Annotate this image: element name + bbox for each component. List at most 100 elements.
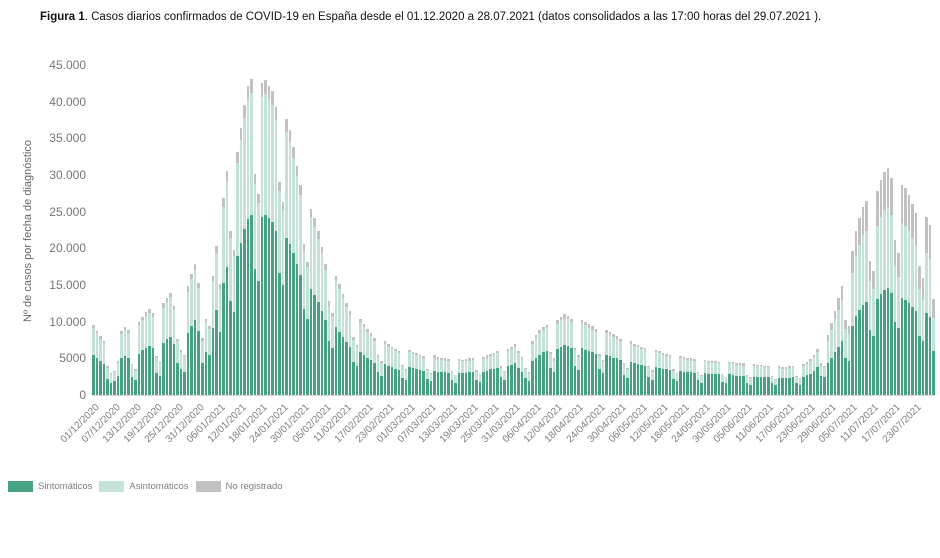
- bar-segment-no-registrado: [510, 346, 513, 349]
- bar-segment-no-registrado: [359, 318, 362, 323]
- bar-segment-sintomaticos: [658, 367, 661, 395]
- bar-stack: [475, 65, 478, 395]
- bar-segment-asintomaticos: [99, 338, 102, 362]
- bar-stack: [658, 65, 661, 395]
- bar-stack: [566, 65, 570, 395]
- bar-stack: [770, 65, 774, 395]
- bar-segment-sintomaticos: [524, 378, 527, 395]
- bar-segment-no-registrado: [200, 337, 204, 341]
- bar-segment-sintomaticos: [264, 215, 267, 395]
- bar-stack: [450, 65, 454, 395]
- bar-segment-asintomaticos: [130, 364, 134, 377]
- bar-segment-no-registrado: [366, 329, 369, 332]
- plot-area: [92, 65, 935, 396]
- bar-segment-asintomaticos: [745, 375, 749, 383]
- bar-segment-asintomaticos: [819, 365, 823, 376]
- bar-stack: [559, 65, 563, 395]
- bar-segment-sintomaticos: [281, 285, 285, 395]
- bar-segment-sintomaticos: [232, 312, 236, 395]
- bar-segment-asintomaticos: [341, 298, 345, 338]
- bar-segment-asintomaticos: [868, 280, 872, 331]
- bar-segment-sintomaticos: [689, 372, 693, 395]
- legend-swatch-sintomaticos: [8, 481, 33, 492]
- bar-stack: [313, 65, 316, 395]
- bar-segment-no-registrado: [99, 335, 102, 339]
- bar-segment-sintomaticos: [134, 380, 137, 395]
- bar-segment-sintomaticos: [369, 359, 373, 395]
- bar-segment-sintomaticos: [696, 380, 700, 395]
- bar-segment-sintomaticos: [183, 372, 186, 395]
- bar-stack: [556, 65, 559, 395]
- bar-segment-no-registrado: [770, 375, 774, 378]
- bar-segment-no-registrado: [317, 231, 320, 239]
- bar-segment-no-registrado: [380, 361, 383, 363]
- bar-segment-sintomaticos: [707, 373, 710, 395]
- bar-stack: [468, 65, 471, 395]
- bar-segment-sintomaticos: [482, 371, 485, 395]
- bar-stack: [496, 65, 499, 395]
- bar-segment-no-registrado: [109, 373, 113, 374]
- bar-segment-no-registrado: [795, 375, 798, 378]
- bar-segment-sintomaticos: [542, 352, 545, 395]
- bar-segment-no-registrado: [886, 167, 890, 207]
- bar-stack: [317, 65, 320, 395]
- bar-stack: [215, 65, 218, 395]
- bar-stack: [229, 65, 232, 395]
- bar-segment-no-registrado: [559, 316, 563, 321]
- bar-segment-asintomaticos: [179, 351, 183, 370]
- bar-segment-sintomaticos: [826, 363, 830, 395]
- bar-segment-asintomaticos: [292, 158, 295, 254]
- bar-segment-asintomaticos: [654, 351, 658, 368]
- bar-segment-no-registrado: [464, 359, 468, 361]
- bar-stack: [222, 65, 225, 395]
- bar-segment-sintomaticos: [306, 318, 309, 395]
- bar-segment-asintomaticos: [443, 360, 447, 373]
- bar-stack: [626, 65, 629, 395]
- bar-segment-sintomaticos: [454, 382, 457, 395]
- bar-stack: [352, 65, 355, 395]
- bar-segment-sintomaticos: [141, 350, 144, 395]
- bar-segment-asintomaticos: [932, 318, 935, 351]
- bar-segment-no-registrado: [647, 365, 650, 368]
- bar-stack: [545, 65, 549, 395]
- bar-segment-asintomaticos: [615, 339, 619, 359]
- bar-segment-asintomaticos: [250, 92, 253, 215]
- bar-segment-asintomaticos: [120, 334, 123, 359]
- bar-segment-no-registrado: [858, 218, 861, 245]
- bar-segment-sintomaticos: [563, 345, 566, 395]
- bar-segment-sintomaticos: [763, 377, 766, 395]
- bar-segment-asintomaticos: [897, 276, 900, 329]
- bar-segment-sintomaticos: [127, 357, 130, 395]
- bar-segment-asintomaticos: [134, 370, 137, 381]
- bar-segment-no-registrado: [179, 349, 183, 352]
- bar-segment-no-registrado: [809, 359, 812, 362]
- bar-segment-sintomaticos: [577, 370, 580, 395]
- bar-segment-asintomaticos: [281, 210, 285, 285]
- bar-stack: [158, 65, 162, 395]
- bar-segment-no-registrado: [155, 356, 158, 358]
- bar-segment-no-registrado: [517, 351, 520, 354]
- bar-segment-asintomaticos: [397, 353, 401, 371]
- bar-stack: [527, 65, 531, 395]
- bar-segment-no-registrado: [872, 271, 875, 290]
- bar-segment-asintomaticos: [802, 366, 805, 377]
- bar-segment-sintomaticos: [513, 363, 517, 395]
- bar-segment-asintomaticos: [387, 346, 390, 367]
- bar-segment-no-registrado: [868, 260, 872, 281]
- bar-segment-no-registrado: [570, 318, 573, 323]
- bar-segment-asintomaticos: [749, 378, 752, 385]
- bar-segment-sintomaticos: [700, 382, 703, 395]
- bar-stack: [338, 65, 341, 395]
- bar-segment-sintomaticos: [875, 298, 879, 395]
- bar-stack: [791, 65, 795, 395]
- bar-segment-asintomaticos: [285, 131, 288, 239]
- bar-segment-sintomaticos: [538, 354, 541, 395]
- bar-segment-asintomaticos: [538, 333, 541, 355]
- bar-segment-no-registrado: [626, 367, 629, 370]
- bar-segment-asintomaticos: [338, 289, 341, 332]
- bar-segment-asintomaticos: [141, 320, 144, 351]
- bar-segment-sintomaticos: [239, 243, 243, 395]
- bar-segment-sintomaticos: [464, 373, 468, 395]
- bar-segment-no-registrado: [566, 315, 570, 320]
- bar-stack: [267, 65, 271, 395]
